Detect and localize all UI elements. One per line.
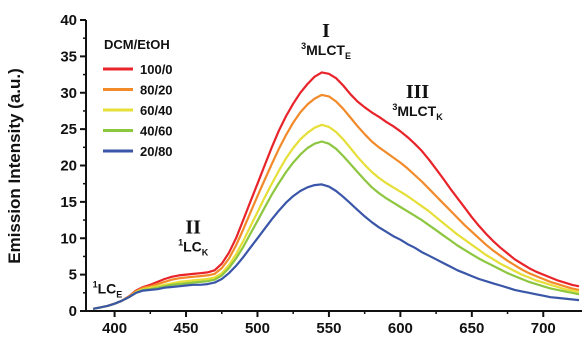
annotation-label-1: 3MLCTE	[301, 41, 351, 61]
legend-label-5: 20/80	[140, 144, 173, 159]
y-tick-label-20: 20	[60, 158, 77, 175]
annotation-roman-2: II	[185, 216, 201, 238]
x-tick-label-600: 600	[388, 320, 413, 337]
annotation-label-3: 3MLCTK	[392, 102, 443, 122]
series-line-3	[92, 123, 580, 310]
series-line-5	[92, 183, 580, 310]
y-tick-label-25: 25	[60, 121, 77, 138]
y-tick-label-0: 0	[69, 303, 77, 320]
annotation-label-2: 1LCK	[178, 237, 209, 257]
plot-lines	[92, 71, 580, 310]
x-tick-label-450: 450	[174, 320, 199, 337]
annotation-label-4: 1LCE	[93, 280, 123, 300]
series-line-4	[92, 140, 580, 310]
ticks: 400 450 500 550 600 650 700 0 5 10 15 20 25 30 35 40	[60, 12, 555, 337]
y-tick-label-5: 5	[69, 267, 77, 284]
y-tick-label-30: 30	[60, 85, 77, 102]
y-tick-label-40: 40	[60, 12, 77, 29]
x-tick-label-500: 500	[245, 320, 270, 337]
x-tick-label-400: 400	[102, 320, 127, 337]
annotation-roman-3: III	[406, 81, 430, 103]
y-axis-title: Emission Intensity (a.u.)	[5, 68, 24, 264]
x-tick-label-700: 700	[531, 320, 556, 337]
y-tick-label-10: 10	[60, 230, 77, 247]
x-tick-label-650: 650	[459, 320, 484, 337]
legend-label-2: 80/20	[140, 83, 173, 98]
legend-label-4: 40/60	[140, 124, 173, 139]
annotation-roman-1: I	[322, 20, 330, 42]
x-tick-label-550: 550	[316, 320, 341, 337]
legend-label-1: 100/0	[140, 62, 173, 77]
y-tick-label-15: 15	[60, 194, 77, 211]
legend: DCM/EtOH 100/0 80/20 60/40 40/60 20/80	[103, 37, 173, 159]
series-line-1	[92, 71, 580, 310]
y-tick-label-35: 35	[60, 48, 77, 65]
legend-title: DCM/EtOH	[104, 37, 170, 52]
legend-label-3: 60/40	[140, 103, 173, 118]
series-line-2	[92, 93, 580, 310]
